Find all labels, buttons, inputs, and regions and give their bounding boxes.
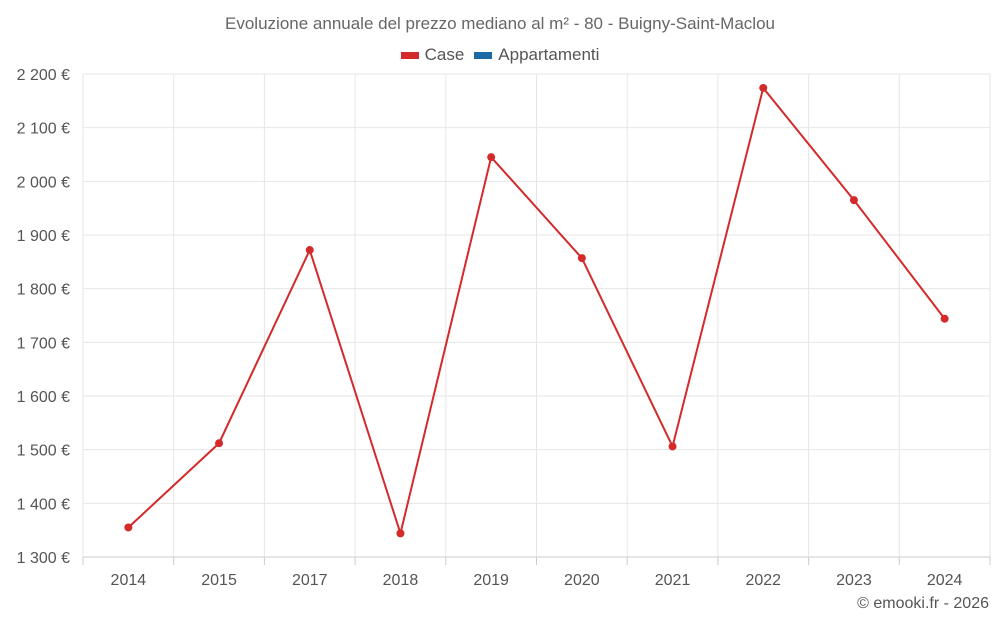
data-point-2019 <box>487 153 496 162</box>
x-tick-label: 2019 <box>473 572 509 589</box>
x-tick-label: 2022 <box>745 572 781 589</box>
legend-label-appartamenti: Appartamenti <box>498 45 600 64</box>
y-tick-label: 2 100 € <box>17 121 70 138</box>
x-tick-label: 2015 <box>201 572 237 589</box>
x-tick-label: 2024 <box>927 572 963 589</box>
x-tick-label: 2021 <box>655 572 691 589</box>
data-point-2014 <box>124 523 133 532</box>
x-tick-label: 2017 <box>292 572 328 589</box>
legend: Case Appartamenti <box>0 45 1000 65</box>
series-layer <box>124 83 949 538</box>
y-axis: 1 300 € 1 400 € 1 500 € 1 600 € 1 700 € 1 800… <box>17 67 70 567</box>
legend-swatch-case <box>400 51 419 59</box>
data-point-2017 <box>305 246 314 255</box>
y-tick-label: 1 900 € <box>17 228 70 245</box>
y-tick-label: 2 200 € <box>17 67 70 84</box>
y-tick-label: 2 000 € <box>17 174 70 191</box>
x-tick-label: 2020 <box>564 572 600 589</box>
x-axis: 2014 2015 2017 2018 2019 2020 2021 2022 2023 2024 <box>82 557 991 589</box>
data-point-2018 <box>396 529 405 538</box>
grid <box>82 73 991 558</box>
data-point-2021 <box>668 442 677 451</box>
y-tick-label: 1 500 € <box>17 443 70 460</box>
y-tick-label: 1 400 € <box>17 496 70 513</box>
y-tick-label: 1 600 € <box>17 389 70 406</box>
series-line-case <box>127 85 946 538</box>
y-tick-label: 1 700 € <box>17 335 70 352</box>
chart-title: Evoluzione annuale del prezzo mediano al… <box>225 14 775 33</box>
data-point-2022 <box>759 83 768 92</box>
x-tick-label: 2018 <box>383 572 419 589</box>
y-tick-label: 1 800 € <box>17 282 70 299</box>
data-point-2023 <box>849 196 858 205</box>
x-tick-label: 2014 <box>111 572 147 589</box>
data-point-2020 <box>577 254 586 263</box>
credit-text: © emooki.fr - 2026 <box>857 595 989 612</box>
legend-swatch-appartamenti <box>474 51 493 59</box>
legend-item-case[interactable]: Case <box>400 45 465 65</box>
y-tick-label: 1 300 € <box>17 550 70 567</box>
x-tick-label: 2023 <box>836 572 872 589</box>
legend-item-appartamenti[interactable]: Appartamenti <box>474 45 599 65</box>
data-point-2015 <box>215 439 224 448</box>
legend-label-case: Case <box>424 45 465 64</box>
data-point-2024 <box>940 314 949 323</box>
